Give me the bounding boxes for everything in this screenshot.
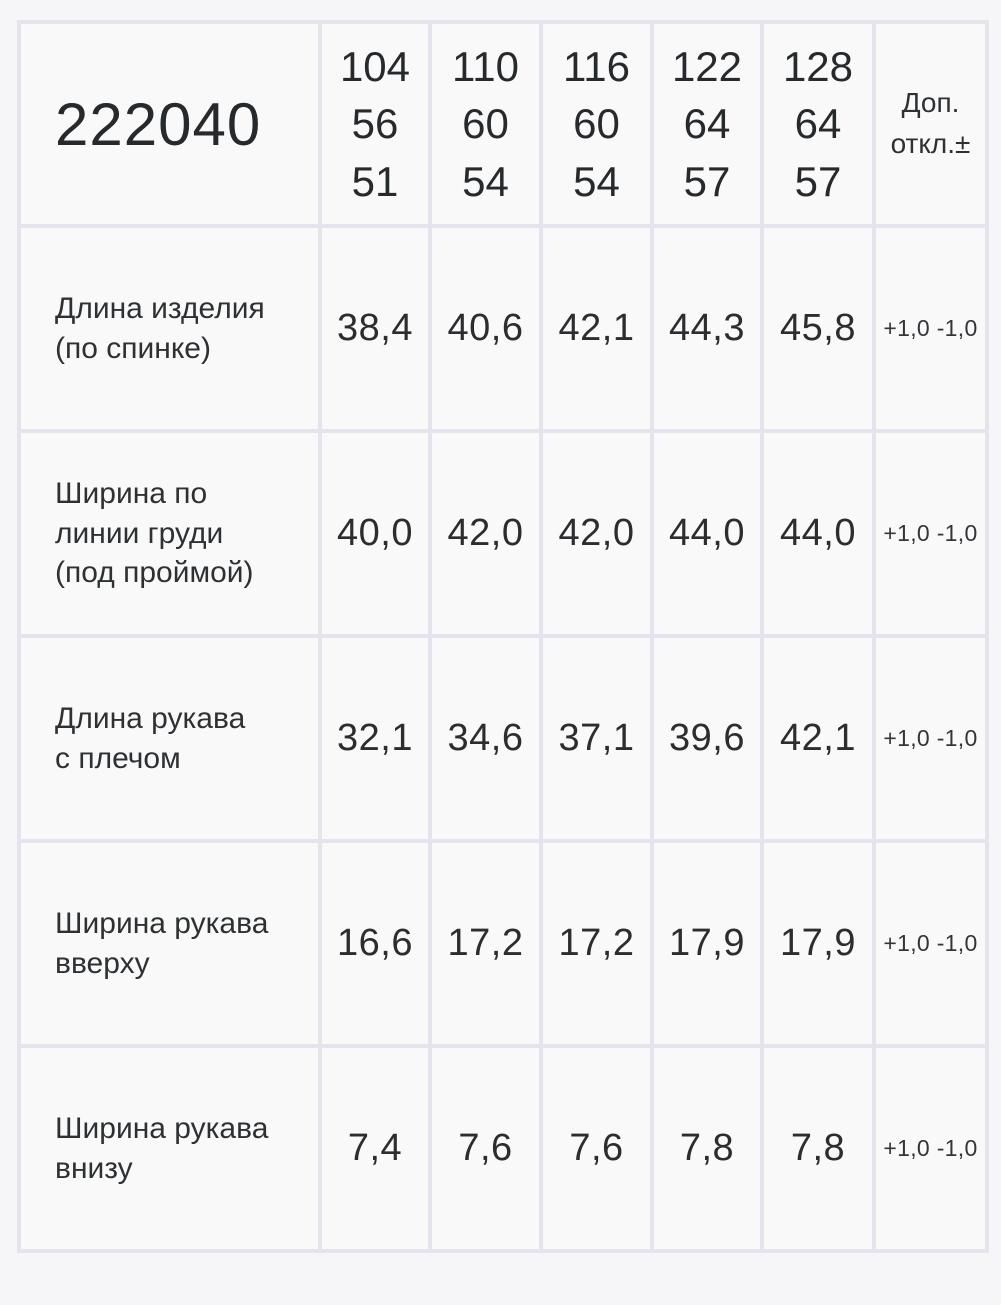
measurement-label: Длина изделия (по спинке) bbox=[55, 291, 265, 365]
measurement-value-cell: 42,1 bbox=[760, 634, 876, 843]
size-column-header-110: 110 60 54 bbox=[428, 20, 543, 228]
measurement-value: 34,6 bbox=[447, 717, 524, 759]
measurement-label-cell: Ширина рукава внизу bbox=[17, 1044, 322, 1253]
measurement-value: 42,0 bbox=[447, 512, 524, 554]
measurement-value-cell: 7,8 bbox=[650, 1044, 764, 1253]
tolerance-value: +1,0 -1,0 bbox=[883, 930, 978, 956]
measurement-value: 16,6 bbox=[337, 922, 413, 964]
measurement-value-cell: 37,1 bbox=[539, 634, 654, 843]
measurement-value-cell: 38,4 bbox=[318, 224, 432, 433]
size-column-header-128: 128 64 57 bbox=[760, 20, 876, 228]
size-column-header-label: 110 60 54 bbox=[452, 42, 519, 205]
measurement-value: 17,9 bbox=[669, 922, 745, 964]
measurement-value: 45,8 bbox=[780, 307, 856, 349]
measurement-value: 42,1 bbox=[558, 307, 635, 349]
measurement-label-cell: Ширина по линии груди (под проймой) bbox=[17, 429, 322, 638]
measurement-value-cell: 17,9 bbox=[760, 839, 876, 1048]
table-row-sleeve-width-bottom: Ширина рукава внизу 7,4 7,6 7,6 7,8 7,8 … bbox=[17, 1044, 989, 1253]
tolerance-value-cell: +1,0 -1,0 bbox=[872, 839, 989, 1048]
tolerance-column-header: Доп. откл.± bbox=[872, 20, 989, 228]
measurement-value: 17,2 bbox=[558, 922, 635, 964]
measurement-value: 7,6 bbox=[569, 1127, 624, 1169]
size-chart-header-row: 222040 104 56 51 110 60 54 116 60 54 122… bbox=[17, 20, 989, 228]
measurement-value-cell: 44,0 bbox=[760, 429, 876, 638]
measurement-label: Ширина по линии груди (под проймой) bbox=[55, 477, 254, 590]
tolerance-value-cell: +1,0 -1,0 bbox=[872, 429, 989, 638]
size-column-header-label: 116 60 54 bbox=[563, 42, 630, 205]
measurement-value-cell: 39,6 bbox=[650, 634, 764, 843]
tolerance-value: +1,0 -1,0 bbox=[883, 1135, 978, 1161]
measurement-label-cell: Ширина рукава вверху bbox=[17, 839, 322, 1048]
table-row-sleeve-width-top: Ширина рукава вверху 16,6 17,2 17,2 17,9… bbox=[17, 839, 989, 1048]
size-column-header-label: 128 64 57 bbox=[782, 42, 854, 205]
measurement-value: 44,0 bbox=[780, 512, 856, 554]
size-chart-table: 222040 104 56 51 110 60 54 116 60 54 122… bbox=[17, 20, 989, 1253]
measurement-value-cell: 45,8 bbox=[760, 224, 876, 433]
size-column-header-104: 104 56 51 bbox=[318, 20, 432, 228]
table-row-product-length: Длина изделия (по спинке) 38,4 40,6 42,1… bbox=[17, 224, 989, 433]
measurement-value: 17,9 bbox=[780, 922, 856, 964]
article-number: 222040 bbox=[55, 90, 262, 158]
measurement-value: 39,6 bbox=[669, 717, 745, 759]
tolerance-column-header-label: Доп. откл.± bbox=[890, 87, 971, 159]
measurement-value-cell: 7,6 bbox=[539, 1044, 654, 1253]
table-row-chest-width: Ширина по линии груди (под проймой) 40,0… bbox=[17, 429, 989, 638]
tolerance-value: +1,0 -1,0 bbox=[883, 725, 978, 751]
measurement-value-cell: 7,6 bbox=[428, 1044, 543, 1253]
measurement-value-cell: 7,8 bbox=[760, 1044, 876, 1253]
tolerance-value-cell: +1,0 -1,0 bbox=[872, 1044, 989, 1253]
measurement-value: 7,4 bbox=[347, 1127, 403, 1169]
size-column-header-122: 122 64 57 bbox=[650, 20, 764, 228]
measurement-label-cell: Длина изделия (по спинке) bbox=[17, 224, 322, 433]
measurement-value: 37,1 bbox=[558, 717, 635, 759]
measurement-value-cell: 16,6 bbox=[318, 839, 432, 1048]
measurement-value-cell: 40,0 bbox=[318, 429, 432, 638]
measurement-value-cell: 44,3 bbox=[650, 224, 764, 433]
measurement-value: 7,8 bbox=[790, 1127, 846, 1169]
measurement-value: 44,3 bbox=[669, 307, 745, 349]
tolerance-value: +1,0 -1,0 bbox=[883, 520, 978, 546]
measurement-value: 32,1 bbox=[337, 717, 413, 759]
measurement-value: 38,4 bbox=[337, 307, 413, 349]
measurement-value-cell: 32,1 bbox=[318, 634, 432, 843]
tolerance-value-cell: +1,0 -1,0 bbox=[872, 634, 989, 843]
measurement-label-cell: Длина рукава с плечом bbox=[17, 634, 322, 843]
size-column-header-116: 116 60 54 bbox=[539, 20, 654, 228]
measurement-value: 42,0 bbox=[558, 512, 635, 554]
size-column-header-label: 104 56 51 bbox=[339, 42, 411, 205]
measurement-value: 7,6 bbox=[458, 1127, 513, 1169]
table-row-sleeve-length: Длина рукава с плечом 32,1 34,6 37,1 39,… bbox=[17, 634, 989, 843]
measurement-value: 7,8 bbox=[679, 1127, 735, 1169]
measurement-value-cell: 34,6 bbox=[428, 634, 543, 843]
measurement-value: 42,1 bbox=[780, 717, 856, 759]
measurement-value-cell: 42,0 bbox=[539, 429, 654, 638]
measurement-value-cell: 17,2 bbox=[539, 839, 654, 1048]
measurement-value: 44,0 bbox=[669, 512, 745, 554]
measurement-value-cell: 42,1 bbox=[539, 224, 654, 433]
measurement-value: 40,6 bbox=[447, 307, 524, 349]
measurement-label: Ширина рукава вверху bbox=[55, 906, 269, 980]
measurement-value-cell: 44,0 bbox=[650, 429, 764, 638]
article-number-cell: 222040 bbox=[17, 20, 322, 228]
tolerance-value: +1,0 -1,0 bbox=[883, 315, 978, 341]
measurement-value-cell: 7,4 bbox=[318, 1044, 432, 1253]
measurement-value: 17,2 bbox=[447, 922, 524, 964]
measurement-label: Ширина рукава внизу bbox=[55, 1111, 269, 1185]
measurement-value: 40,0 bbox=[337, 512, 413, 554]
measurement-value-cell: 42,0 bbox=[428, 429, 543, 638]
measurement-label: Длина рукава с плечом bbox=[55, 701, 246, 775]
measurement-value-cell: 40,6 bbox=[428, 224, 543, 433]
measurement-value-cell: 17,9 bbox=[650, 839, 764, 1048]
tolerance-value-cell: +1,0 -1,0 bbox=[872, 224, 989, 433]
size-column-header-label: 122 64 57 bbox=[671, 42, 743, 205]
measurement-value-cell: 17,2 bbox=[428, 839, 543, 1048]
